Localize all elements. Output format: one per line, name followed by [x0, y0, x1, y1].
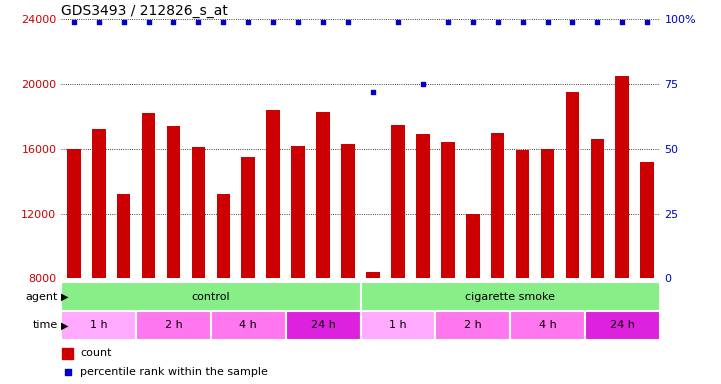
- Point: [342, 19, 354, 25]
- Point: [242, 19, 254, 25]
- Point: [168, 19, 180, 25]
- Point: [267, 19, 279, 25]
- Bar: [317, 111, 330, 278]
- Point: [642, 19, 653, 25]
- Point: [517, 19, 528, 25]
- Point: [616, 19, 628, 25]
- Bar: [360, 311, 435, 340]
- Point: [567, 19, 578, 25]
- Bar: [92, 129, 105, 278]
- Bar: [435, 311, 510, 340]
- Text: 2 h: 2 h: [164, 320, 182, 331]
- Point: [293, 19, 304, 25]
- Bar: [366, 272, 380, 278]
- Point: [218, 19, 229, 25]
- Text: percentile rank within the sample: percentile rank within the sample: [81, 367, 268, 377]
- Bar: [616, 76, 629, 278]
- Point: [367, 89, 379, 95]
- Bar: [391, 124, 404, 278]
- Text: 24 h: 24 h: [610, 320, 634, 331]
- Point: [417, 81, 428, 87]
- Point: [68, 19, 79, 25]
- Point: [392, 19, 404, 25]
- Bar: [63, 348, 74, 359]
- Bar: [565, 92, 579, 278]
- Text: ▶: ▶: [61, 291, 68, 302]
- Bar: [510, 311, 585, 340]
- Text: control: control: [192, 291, 230, 302]
- Bar: [491, 132, 505, 278]
- Text: agent: agent: [25, 291, 58, 302]
- Text: 1 h: 1 h: [389, 320, 407, 331]
- Bar: [360, 282, 660, 311]
- Text: 4 h: 4 h: [239, 320, 257, 331]
- Bar: [585, 311, 660, 340]
- Text: cigarette smoke: cigarette smoke: [465, 291, 555, 302]
- Bar: [167, 126, 180, 278]
- Point: [93, 19, 105, 25]
- Bar: [192, 147, 205, 278]
- Bar: [61, 282, 360, 311]
- Point: [62, 369, 74, 375]
- Point: [143, 19, 154, 25]
- Bar: [416, 134, 430, 278]
- Bar: [341, 144, 355, 278]
- Point: [592, 19, 603, 25]
- Bar: [466, 214, 479, 278]
- Point: [118, 19, 129, 25]
- Point: [541, 19, 553, 25]
- Point: [467, 19, 479, 25]
- Bar: [61, 311, 136, 340]
- Bar: [117, 194, 131, 278]
- Text: 1 h: 1 h: [90, 320, 107, 331]
- Bar: [266, 110, 280, 278]
- Bar: [142, 113, 156, 278]
- Bar: [211, 311, 286, 340]
- Point: [317, 19, 329, 25]
- Text: GDS3493 / 212826_s_at: GDS3493 / 212826_s_at: [61, 4, 228, 18]
- Point: [193, 19, 204, 25]
- Bar: [242, 157, 255, 278]
- Bar: [67, 149, 81, 278]
- Bar: [441, 142, 455, 278]
- Bar: [216, 194, 230, 278]
- Text: ▶: ▶: [61, 320, 68, 331]
- Point: [492, 19, 503, 25]
- Bar: [516, 151, 529, 278]
- Text: 24 h: 24 h: [311, 320, 335, 331]
- Text: 4 h: 4 h: [539, 320, 557, 331]
- Bar: [286, 311, 360, 340]
- Point: [442, 19, 454, 25]
- Text: count: count: [81, 348, 112, 358]
- Bar: [640, 162, 654, 278]
- Bar: [136, 311, 211, 340]
- Bar: [590, 139, 604, 278]
- Bar: [541, 149, 554, 278]
- Text: 2 h: 2 h: [464, 320, 482, 331]
- Bar: [291, 146, 305, 278]
- Text: time: time: [32, 320, 58, 331]
